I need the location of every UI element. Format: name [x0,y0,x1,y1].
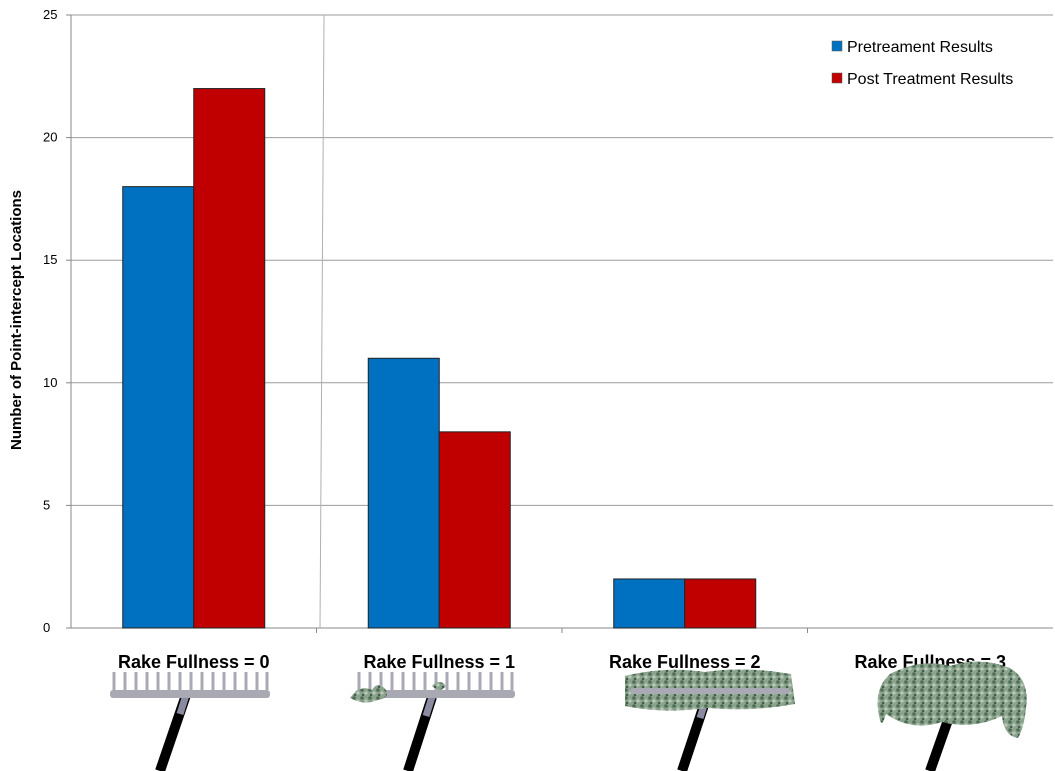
bars [123,89,756,628]
legend-swatch-post-treatment [832,73,842,83]
y-tick-label: 10 [43,375,57,390]
category-label: Rake Fullness = 1 [363,652,515,672]
y-tick-label: 15 [43,252,57,267]
bar-post-treatment [685,579,756,628]
rake-moderate-image [625,669,795,771]
y-tick-label: 20 [43,130,57,145]
category-label: Rake Fullness = 2 [609,652,761,672]
bar-post-treatment [194,89,265,628]
bar-pretreatment [368,358,439,628]
y-tick-label: 25 [43,7,57,22]
bar-pretreatment [614,579,685,628]
category-label: Rake Fullness = 0 [118,652,270,672]
rake-sparse-image [350,672,515,771]
y-tick-label: 5 [43,497,50,512]
bar-post-treatment [439,432,510,628]
category-labels: Rake Fullness = 0 Rake Fullness = 1 Rake F… [118,652,1006,672]
y-tick-labels: 0 5 10 15 20 25 [43,7,57,635]
legend-label-post-treatment: Post Treatment Results [847,71,1013,88]
rake-full-image [878,661,1027,771]
vertical-divider [320,15,324,628]
y-axis-label: Number of Point-intercept Locations [8,190,25,450]
legend-swatch-pretreatment [832,41,842,51]
legend-label-pretreatment: Pretreament Results [847,39,993,56]
y-tick-label: 0 [43,620,50,635]
rake-empty-image [110,672,270,771]
legend: Pretreament Results Post Treatment Resul… [832,39,1013,88]
bar-pretreatment [123,187,194,628]
